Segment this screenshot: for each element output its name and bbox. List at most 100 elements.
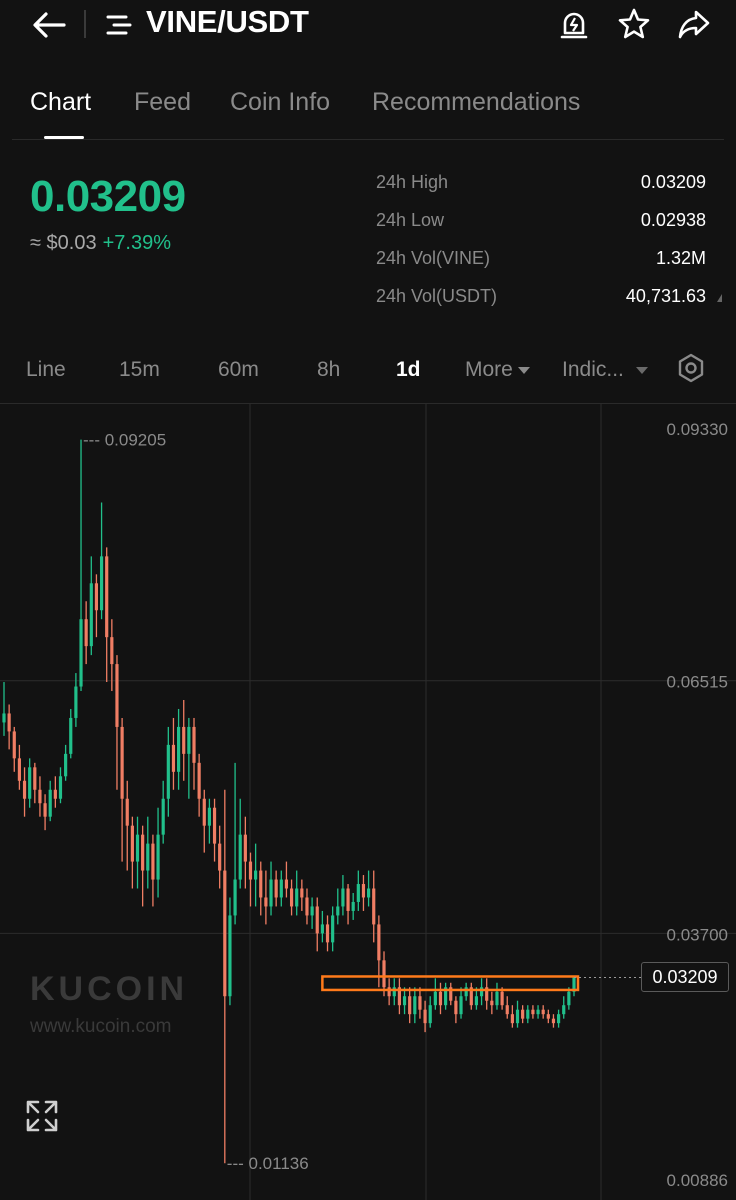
- candle-body: [105, 556, 109, 638]
- more-intervals-dropdown[interactable]: More: [465, 358, 530, 382]
- stat-label: 24h High: [376, 172, 449, 192]
- candle-body: [331, 915, 335, 943]
- tab-chart[interactable]: Chart: [30, 88, 92, 116]
- expand-corner-icon: [717, 294, 722, 302]
- candle-body: [495, 991, 499, 1006]
- candle-body: [7, 713, 11, 732]
- candle-body: [295, 888, 299, 907]
- candle-body: [12, 731, 16, 759]
- stat-label: 24h Vol(USDT): [376, 286, 498, 306]
- back-button[interactable]: [30, 8, 70, 42]
- active-tab-indicator: [44, 136, 84, 139]
- price-alert-button[interactable]: [556, 6, 592, 42]
- candle-body: [22, 780, 27, 799]
- candle-body: [53, 789, 57, 799]
- candle-body: [300, 888, 304, 898]
- candle-body: [146, 843, 150, 871]
- chart-top-divider: [0, 403, 736, 404]
- tab-feed[interactable]: Feed: [134, 88, 191, 116]
- candlestick-chart[interactable]: KUCOIN www.kucoin.com 0.09330 0.06515 0.03…: [0, 404, 736, 1200]
- stat-value: 40,731.63: [625, 286, 706, 306]
- interval-line[interactable]: Line: [26, 358, 66, 381]
- candle-body: [351, 901, 355, 911]
- price-change: +7.39%: [102, 232, 171, 254]
- candle-body: [58, 776, 63, 799]
- interval-8h[interactable]: 8h: [317, 358, 341, 381]
- candle-body: [402, 996, 407, 1006]
- caret-down-icon: [635, 366, 648, 374]
- candle-body: [130, 825, 134, 862]
- candle-body: [408, 996, 412, 1015]
- candle-body: [531, 1009, 535, 1015]
- candle-body: [377, 924, 381, 961]
- y-tick-label: 0.06515: [667, 673, 728, 692]
- candle-body: [151, 843, 155, 880]
- fullscreen-button[interactable]: [24, 1098, 60, 1134]
- candle-body: [243, 834, 247, 862]
- share-button[interactable]: [676, 6, 712, 42]
- stat-label: 24h Low: [376, 210, 445, 230]
- candle-body: [346, 888, 350, 911]
- candle-body: [372, 888, 376, 925]
- candle-body: [38, 789, 42, 804]
- candle-body: [526, 1009, 530, 1019]
- candle-body: [207, 807, 211, 826]
- candle-body: [110, 637, 114, 665]
- star-icon: [618, 8, 650, 39]
- interval-60m[interactable]: 60m: [218, 358, 259, 381]
- stat-row: 24h Vol(VINE) 1.32M: [376, 246, 706, 284]
- candle-body: [418, 996, 422, 1010]
- pair-menu-button[interactable]: [104, 10, 134, 40]
- stat-row[interactable]: 24h Vol(USDT) 40,731.63: [376, 284, 722, 322]
- candle-body: [541, 1009, 545, 1015]
- candle-body: [156, 834, 160, 880]
- tab-recommendations[interactable]: Recommendations: [372, 88, 581, 116]
- candle-body: [479, 987, 484, 997]
- candle-body: [361, 884, 366, 898]
- candle-body: [99, 556, 104, 611]
- candle-body: [567, 991, 571, 1006]
- favorite-button[interactable]: [616, 6, 652, 42]
- candle-body: [474, 996, 479, 1006]
- candle-body: [438, 991, 443, 1006]
- candle-body: [74, 686, 78, 718]
- candle-body: [413, 996, 417, 1015]
- stat-value: 1.32M: [655, 248, 706, 268]
- candle-body: [397, 987, 401, 1006]
- candle-body: [192, 726, 196, 763]
- y-tick-label: 0.00886: [667, 1171, 728, 1190]
- pair-title[interactable]: VINE/USDT: [146, 4, 309, 39]
- candle-body: [94, 583, 99, 611]
- indicators-dropdown[interactable]: Indic...: [562, 358, 648, 382]
- stat-value: 0.03209: [640, 172, 706, 192]
- top-bar: VINE/USDT: [0, 0, 736, 52]
- candle-body: [264, 897, 268, 907]
- menu-lines-icon: [106, 15, 132, 35]
- chart-settings-button[interactable]: [676, 352, 706, 390]
- candle-body: [485, 987, 489, 1001]
- candle-body: [248, 861, 253, 880]
- candle-body: [17, 758, 21, 781]
- candle-body: [454, 1000, 458, 1015]
- candle-body: [269, 879, 273, 907]
- header-divider: [84, 10, 86, 38]
- candle-body: [64, 753, 68, 777]
- interval-15m[interactable]: 15m: [119, 358, 160, 381]
- low-annotation: --- 0.01136: [227, 1154, 309, 1173]
- candle-body: [135, 834, 140, 862]
- candle-body: [238, 834, 242, 880]
- candle-body: [223, 870, 227, 997]
- indicators-label: Indic...: [562, 358, 624, 381]
- candle-body: [444, 987, 448, 1006]
- candle-body: [515, 1009, 520, 1024]
- candle-body: [197, 762, 201, 799]
- candle-body: [572, 977, 576, 992]
- candle-body: [284, 879, 289, 889]
- usd-approx: ≈ $0.03: [30, 232, 97, 254]
- interval-1d[interactable]: 1d: [396, 358, 421, 381]
- candle-body: [182, 726, 186, 754]
- tab-coin-info[interactable]: Coin Info: [230, 88, 331, 116]
- y-tick-label: 0.09330: [667, 420, 728, 439]
- candle-body: [469, 987, 473, 1006]
- candle-body: [392, 987, 396, 997]
